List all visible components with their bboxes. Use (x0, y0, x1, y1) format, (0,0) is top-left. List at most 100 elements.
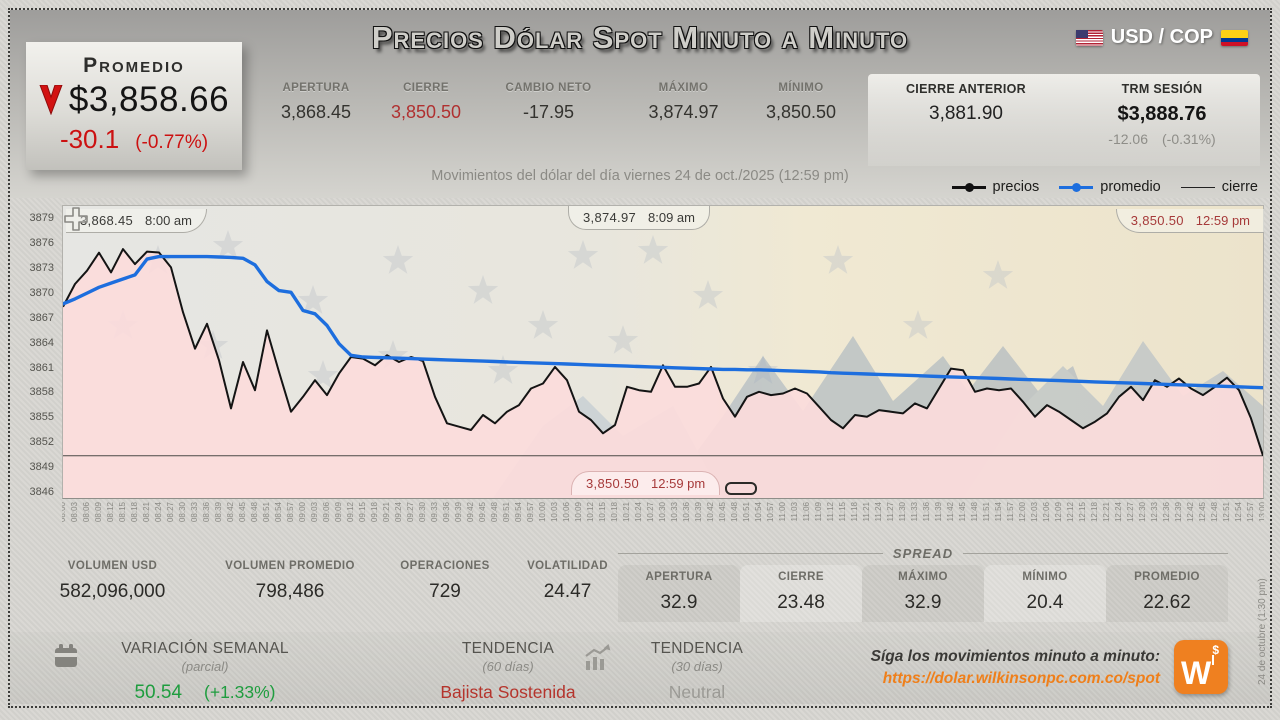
x-axis: 08:00 08:03 08:06 08:09 08:12 08:15 08:18 08:21… (62, 500, 1264, 548)
promedio-change-pct: (-0.77%) (135, 132, 209, 153)
volume-stats: VOLUMEN USD 582,096,000 VOLUMEN PROMEDIO… (30, 560, 630, 603)
x-axis-tick: 12:00 (1018, 502, 1027, 523)
x-axis-tick: 10:36 (682, 502, 691, 523)
x-axis-tick: 12:39 (1174, 502, 1183, 523)
stat-maximo: MÁXIMO 3,874.97 (648, 82, 719, 122)
price-chart: 3,868.45 8:00 am 3,874.97 8:09 am 3,850.… (62, 205, 1264, 499)
x-axis-tick: 09:33 (430, 502, 439, 523)
x-axis-tick: 08:15 (118, 502, 127, 523)
x-axis-tick: 12:45 (1198, 502, 1207, 523)
us-flag-icon (1075, 29, 1103, 46)
x-axis-tick: 12:27 (1126, 502, 1135, 523)
x-axis-tick: 09:39 (454, 502, 463, 523)
x-axis-tick: 10:33 (670, 502, 679, 523)
x-axis-tick: 09:09 (334, 502, 343, 523)
stat-cierre: CIERRE 3,850.50 (390, 82, 462, 122)
chart-series (63, 248, 1263, 498)
x-axis-tick: 11:15 (838, 502, 847, 522)
y-axis-tick: 3858 (29, 386, 54, 399)
spread-apertura: APERTURA 32.9 (618, 565, 740, 622)
x-axis-tick: 08:57 (286, 502, 295, 523)
page-title: Precios Dólar Spot Minuto a Minuto (371, 20, 909, 55)
x-axis-tick: 12:51 (1222, 502, 1231, 523)
pair-label: USD / COP (1110, 26, 1213, 48)
tendencia-30-dias: TENDENCIA (30 días) Neutral (622, 640, 772, 703)
x-axis-tick: 12:54 (1234, 502, 1243, 523)
x-axis-tick: 10:09 (574, 502, 583, 523)
y-axis-tick: 3849 (29, 461, 54, 474)
x-axis-tick: 12:15 (1078, 502, 1087, 523)
stat-cierre-anterior: CIERRE ANTERIOR 3,881.90 (905, 82, 1026, 124)
cierre-line-swatch (1180, 186, 1215, 188)
session-panel: CIERRE ANTERIOR 3,881.90 TRM SESIÓN $3,8… (868, 74, 1260, 166)
x-axis-tick: 09:03 (310, 502, 319, 523)
stat-trm-sesion: TRM SESIÓN $3,888.76 -12.06 (-0.31%) (1108, 82, 1216, 147)
spread-title: SPREAD (892, 546, 954, 561)
x-axis-tick: 08:27 (166, 502, 175, 523)
variacion-semanal: VARIACIÓN SEMANAL (parcial) 50.54 (+1.33… (121, 640, 289, 703)
x-axis-tick: 10:45 (718, 502, 727, 523)
x-axis-tick: 08:00 (62, 502, 67, 523)
spread-cierre: CIERRE 23.48 (740, 565, 862, 622)
x-axis-tick: 12:03 (1030, 502, 1039, 523)
x-axis-tick: 12:42 (1186, 502, 1195, 523)
stat-cambio-neto: CAMBIO NETO -17.95 (505, 82, 592, 122)
x-axis-tick: 08:33 (190, 502, 199, 523)
tendencia-60-dias: TENDENCIA (60 días) Bajista Sostenida (418, 640, 598, 703)
x-axis-tick: 09:21 (382, 502, 391, 523)
trm-change: -12.06 (1108, 131, 1148, 147)
x-axis-tick: 08:21 (142, 502, 151, 523)
x-axis-tick: 11:27 (886, 502, 895, 522)
stat-volatilidad: VOLATILIDAD 24.47 (527, 560, 608, 602)
y-axis-tick: 3852 (29, 436, 54, 449)
spread-maximo: MÁXIMO 32.9 (862, 565, 984, 622)
follow-text: Síga los movimientos minuto a minuto: (870, 648, 1160, 665)
x-axis-tick: 11:51 (982, 502, 991, 522)
x-axis-tick: 09:36 (442, 502, 451, 523)
x-axis-tick: 10:06 (562, 502, 571, 523)
x-axis-tick: 09:30 (418, 502, 427, 523)
x-axis-tick: 12:57 (1246, 502, 1255, 523)
x-axis-tick: 10:27 (646, 502, 655, 523)
wilkinsonpc-logo[interactable]: W $ (1174, 640, 1228, 694)
x-axis-tick: 09:18 (370, 502, 379, 523)
promedio-label: Promedio (83, 54, 185, 77)
header-stats-row: APERTURA 3,868.45 CIERRE 3,850.50 CAMBIO… (256, 82, 856, 123)
x-axis-tick: 10:03 (550, 502, 559, 523)
x-axis-tick: 12:06 (1042, 502, 1051, 523)
x-axis-tick: 10:12 (586, 502, 595, 523)
variacion-pct: (+1.33%) (204, 682, 276, 702)
x-axis-tick: 09:12 (346, 502, 355, 523)
y-axis-tick: 3855 (29, 411, 54, 424)
x-axis-tick: 11:42 (946, 502, 955, 522)
x-axis-tick: 11:03 (790, 502, 799, 522)
x-axis-tick: 11:18 (850, 502, 859, 522)
x-axis-tick: 11:24 (874, 502, 883, 522)
x-axis-tick: 09:48 (490, 502, 499, 523)
x-axis-tick: 12:24 (1114, 502, 1123, 523)
x-axis-tick: 10:15 (598, 502, 607, 523)
stat-minimo: MÍNIMO 3,850.50 (765, 82, 837, 122)
x-axis-tick: 08:12 (106, 502, 115, 523)
x-axis-tick: 11:36 (922, 502, 931, 522)
tendencia-60-value: Bajista Sostenida (440, 682, 576, 702)
stat-operaciones: OPERACIONES 729 (400, 560, 490, 602)
x-axis-tick: 11:00 (778, 502, 787, 522)
y-axis-tick: 3867 (29, 311, 54, 324)
promedio-change: -30.1 (59, 124, 120, 154)
x-axis-tick: 11:39 (934, 502, 943, 522)
follow-link[interactable]: https://dolar.wilkinsonpc.com.co/spot (882, 670, 1160, 687)
spread-panel: SPREAD APERTURA 32.9 CIERRE 23.48 MÁXIMO… (618, 546, 1228, 622)
x-axis-tick: 09:15 (358, 502, 367, 523)
x-axis-tick: 09:27 (406, 502, 415, 523)
x-axis-tick: 11:57 (1006, 502, 1015, 522)
y-axis-tick: 3864 (29, 336, 54, 349)
spread-divider-left (618, 553, 883, 554)
chart-legend: precios promedio cierre (951, 179, 1258, 195)
x-axis-tick: 08:06 (82, 502, 91, 523)
x-axis-tick: 11:54 (994, 502, 1003, 522)
legend-promedio: promedio (1059, 179, 1161, 195)
promedio-line-swatch (1059, 182, 1094, 192)
x-axis-tick: 10:39 (694, 502, 703, 523)
